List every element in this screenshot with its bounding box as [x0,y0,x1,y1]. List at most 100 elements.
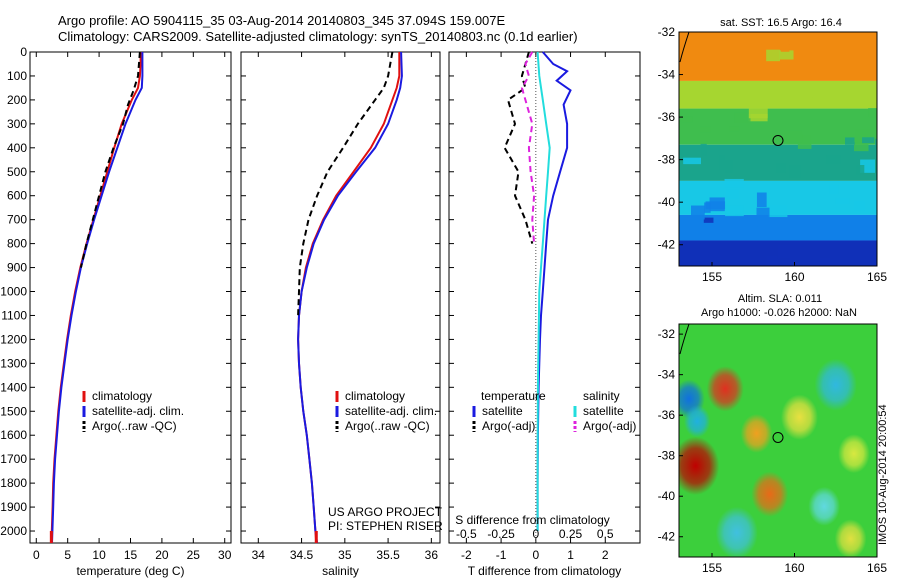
map-y-tick-label: -42 [658,238,676,252]
x-tick-label-salinity: 34.5 [290,548,314,562]
map-x-tick-label: 155 [702,270,722,284]
sst-texture-block [805,94,813,109]
legend-title-temperature: temperature [481,389,546,403]
sst-band-1 [679,80,877,109]
map-subtitle-sla: Argo h1000: -0.026 h2000: NaN [701,307,857,319]
x-tick-label-difference: -1 [496,548,507,562]
sst-texture-block [766,255,779,266]
sst-texture-block [783,130,803,143]
sst-texture-block [766,49,780,62]
sst-texture-block [734,112,751,123]
sla-anomaly-9 [838,434,870,474]
sst-texture-block [680,116,693,123]
figure-title-line2: Climatology: CARS2009. Satellite-adjuste… [58,29,578,44]
sla-anomaly-0 [679,436,720,495]
map-x-tick-label: 165 [867,561,887,575]
sst-texture-block [703,217,714,223]
sst-texture-block [724,178,744,188]
x-tick-label-temperature: 25 [187,548,201,562]
sst-texture-block [862,137,875,144]
legend-title-salinity: salinity [583,389,620,403]
x-axis-label-salinity: salinity [322,564,359,578]
x-axis-label-difference: T difference from climatology [468,564,622,578]
sst-texture-block [856,165,865,175]
map-y-tick-label: -32 [658,25,676,39]
argo-location-marker [772,134,784,146]
coastline [679,324,690,355]
sla-anomaly-6 [751,471,789,517]
sst-texture-block [777,244,791,259]
x-tick-label-temperature: 5 [64,548,71,562]
sst-texture-block [788,37,800,45]
x2-tick-label: 0.5 [597,527,614,541]
sla-anomaly-5 [780,394,818,440]
y-tick-label: 600 [7,189,27,203]
legend-label-temperature-0: climatology [92,389,152,403]
legend-label-salinity-2: Argo(..raw -QC) [345,419,430,433]
y-tick-label: 500 [7,165,27,179]
plot-frame-salinity [240,51,441,544]
x-tick-label-temperature: 20 [155,548,169,562]
series-line-salinity-1 [297,51,403,544]
map-title-sst: sat. SST: 16.5 Argo: 16.4 [720,17,842,29]
map-y-tick-label: -34 [658,68,676,82]
x-tick-label-difference: -2 [461,548,472,562]
sst-texture-block [868,108,877,118]
map-y-tick-label: -36 [658,408,676,422]
sst-texture-block [696,65,716,78]
sla-anomaly-4 [740,413,773,453]
argo-location-marker [772,431,784,443]
map-frame-sst_map [678,31,878,267]
sst-texture-block [690,205,705,220]
x-axis-label2: S difference from climatology [455,513,610,527]
sst-texture-block [812,97,832,108]
map-y-tick-label: -42 [658,530,676,544]
x2-tick-label: 0 [532,527,539,541]
sst-texture-block [875,138,877,149]
map-sla_map: 155 160 165 -32 -34 -36 -38 -40 -42 Altim. SLA: 0… [658,293,888,575]
x2-tick-label: 0.25 [559,527,583,541]
coastline [679,32,690,63]
y-tick-label: 700 [7,213,27,227]
sst-texture-block [835,197,850,204]
sst-texture-block [700,143,707,157]
map-y-tick-label: -36 [658,110,676,124]
sst-texture-block [683,157,701,165]
sst-texture-block [705,201,726,210]
y-tick-label: 1700 [0,452,27,466]
sst-texture-block [725,189,740,200]
y-tick-label: 300 [7,117,27,131]
sst-texture-block [718,155,725,171]
sla-anomaly-10 [808,486,841,526]
sst-texture-block [826,155,841,165]
sst-texture-block [711,32,719,42]
x-tick-label-difference: 0 [532,548,539,562]
panel-difference: -2 -1 0 1 2 T difference from climatology temp… [448,51,641,578]
y-tick-label: 1400 [0,380,27,394]
series-line-salinity-2 [297,51,394,316]
x-tick-label-salinity: 35.5 [376,548,400,562]
sst-texture-block [757,226,769,236]
legend-label-salinity-0: climatology [345,389,405,403]
y-tick-label: 0 [20,45,27,59]
x-axis-label-temperature: temperature (deg C) [76,564,184,578]
y-tick-label: 1100 [1,308,27,322]
x-tick-label-difference: 2 [602,548,609,562]
legend-label-temperature-2: Argo(..raw -QC) [92,419,177,433]
y-tick-label: 1300 [0,356,27,370]
pi-annotation: PI: STEPHEN RISER [328,519,443,533]
y-tick-label: 400 [7,141,27,155]
x-tick-label-salinity: 36 [425,548,439,562]
y-tick-label: 900 [7,261,27,275]
map-field-sla_map [679,324,877,557]
y-tick-label: 200 [7,93,27,107]
y-tick-label: 1000 [0,285,27,299]
sst-texture-block [853,200,865,211]
sst-texture-block [713,43,734,50]
legend-label-salinity-1: satellite-adj. clim. [345,404,437,418]
map-x-tick-label: 160 [784,270,804,284]
legend-label-temperature-1: satellite-adj. clim. [92,404,184,418]
map-x-tick-label: 165 [867,270,887,284]
map-y-tick-label: -34 [658,368,676,382]
